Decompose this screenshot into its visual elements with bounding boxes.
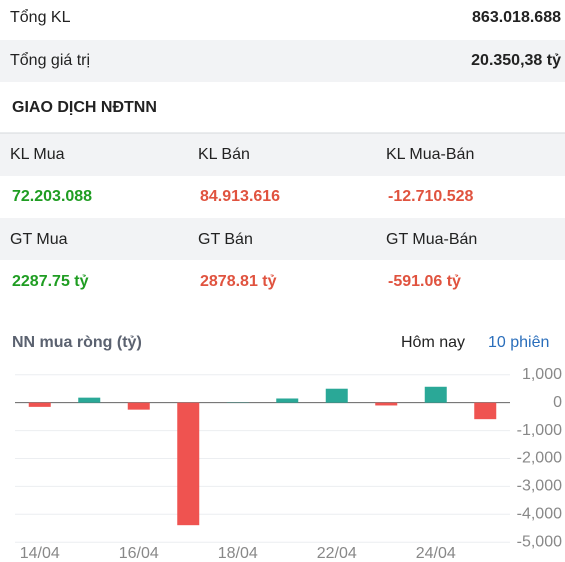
summary-value: 20.350,38 tỷ xyxy=(471,52,561,69)
x-tick-label: 16/04 xyxy=(119,545,159,562)
stat-label: GT Mua xyxy=(10,231,68,248)
stat-value: 72.203.088 xyxy=(12,188,92,205)
stat-label: KL Mua xyxy=(10,146,65,163)
stat-value: -12.710.528 xyxy=(388,188,474,205)
bar xyxy=(177,402,200,526)
bar xyxy=(276,398,299,403)
bar xyxy=(127,402,150,410)
row-bg xyxy=(0,218,565,260)
y-tick-label: -1,000 xyxy=(517,422,562,439)
y-tick-label: 0 xyxy=(553,394,562,411)
row-bg xyxy=(0,133,565,176)
x-tick-label: 14/04 xyxy=(20,545,60,562)
bar xyxy=(325,388,348,403)
y-tick-label: -5,000 xyxy=(517,533,562,550)
tab[interactable]: 10 phiên xyxy=(488,334,549,351)
stat-value: -591.06 tỷ xyxy=(388,273,461,290)
y-tick-label: -4,000 xyxy=(517,506,562,523)
stat-label: GT Mua-Bán xyxy=(386,231,477,248)
stat-label: KL Bán xyxy=(198,146,250,163)
y-tick-label: -3,000 xyxy=(517,478,562,495)
stat-value: 84.913.616 xyxy=(200,188,280,205)
stat-value: 2287.75 tỷ xyxy=(12,273,89,290)
tab[interactable]: Hôm nay xyxy=(401,334,465,351)
bar xyxy=(28,402,51,407)
summary-label: Tổng giá trị xyxy=(10,51,90,69)
y-tick-label: 1,000 xyxy=(522,366,562,383)
summary-value: 863.018.688 xyxy=(472,9,561,26)
y-tick-label: -2,000 xyxy=(517,450,562,467)
x-tick-label: 18/04 xyxy=(218,545,258,562)
bar xyxy=(78,397,101,403)
section-title: GIAO DỊCH NĐTNN xyxy=(12,99,157,116)
x-tick-label: 24/04 xyxy=(416,545,456,562)
bar xyxy=(474,402,497,420)
chart-title: NN mua ròng (tỷ) xyxy=(12,334,142,351)
bar xyxy=(424,386,447,403)
row-bg xyxy=(0,40,565,82)
x-tick-label: 22/04 xyxy=(317,545,357,562)
summary-label: Tổng KL xyxy=(10,8,71,26)
stat-label: KL Mua-Bán xyxy=(386,146,474,163)
stat-label: GT Bán xyxy=(198,231,253,248)
stat-value: 2878.81 tỷ xyxy=(200,273,277,290)
bar xyxy=(375,402,398,406)
